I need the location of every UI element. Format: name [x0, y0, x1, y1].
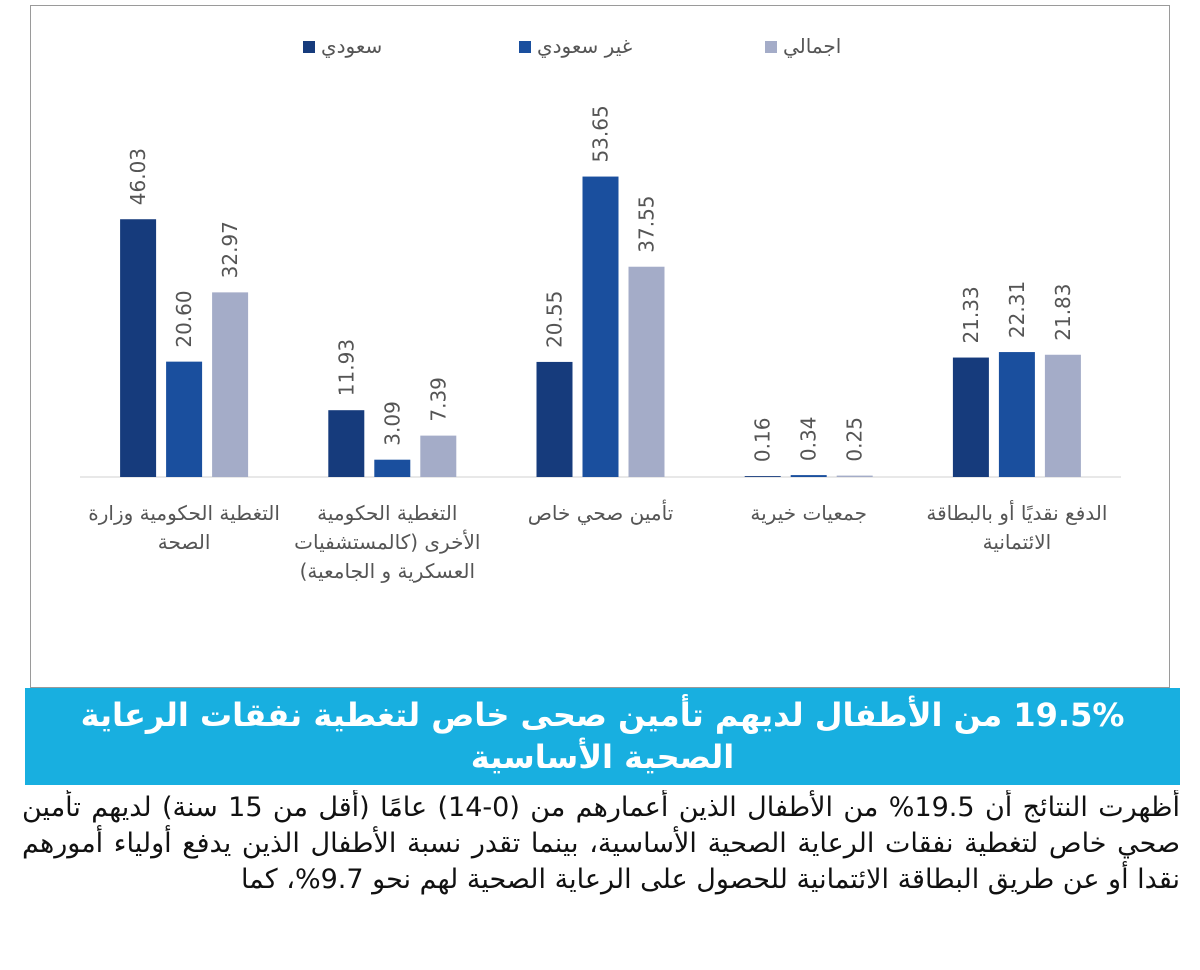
legend-label: اجمالي — [783, 34, 841, 59]
body-text: أظهرت النتائج أن 19.5% من الأطفال الذين … — [22, 792, 1180, 895]
bar — [212, 292, 249, 477]
bar — [1044, 354, 1081, 477]
bar — [536, 361, 573, 477]
bar — [328, 410, 365, 477]
value-label: 7.39 — [426, 377, 450, 422]
headline: 19.5% من الأطفال لديهم تأمين صحى خاص لتغ… — [25, 688, 1180, 785]
legend-swatch — [765, 41, 777, 53]
legend-label: سعودي — [321, 34, 382, 59]
chart-frame — [30, 5, 1170, 688]
value-label: 20.60 — [172, 290, 196, 347]
legend-swatch — [303, 41, 315, 53]
bar — [952, 357, 989, 477]
bar — [582, 176, 619, 477]
category-label: تأمين صحي خاص — [527, 501, 674, 525]
category-label: الدفع نقديًا أو بالبطاقة الائتمانية — [926, 501, 1108, 554]
legend-label: غير سعودي — [537, 34, 632, 59]
value-label: 46.03 — [126, 148, 150, 205]
bar — [836, 475, 873, 477]
value-label: 53.65 — [589, 105, 613, 162]
value-label: 0.16 — [751, 418, 775, 463]
bar — [166, 361, 203, 477]
value-label: 0.34 — [797, 417, 821, 462]
value-label: 21.33 — [959, 286, 983, 343]
category-label: التغطية الحكومية الأخرى (كالمستشفيات الع… — [294, 501, 481, 583]
bar — [120, 219, 157, 477]
value-label: 11.93 — [334, 339, 358, 396]
bar — [998, 352, 1035, 477]
value-label: 37.55 — [635, 195, 659, 252]
bar — [744, 476, 781, 477]
value-label: 22.31 — [1005, 281, 1029, 338]
bar — [790, 475, 827, 477]
chart: سعودي غير سعودي اجمالي 46.03 20.60 32.97 11.93… — [80, 34, 1121, 478]
bar — [420, 435, 457, 477]
category-label: التغطية الحكومية وزارة الصحة — [88, 501, 280, 554]
value-label: 32.97 — [218, 221, 242, 278]
bar — [628, 266, 665, 477]
value-label: 21.83 — [1051, 283, 1075, 340]
category-label: جمعيات خيرية — [750, 501, 867, 525]
bar — [374, 459, 411, 477]
legend-swatch — [519, 41, 531, 53]
value-label: 0.25 — [843, 417, 867, 462]
value-label: 20.55 — [543, 291, 567, 348]
value-label: 3.09 — [380, 401, 404, 446]
